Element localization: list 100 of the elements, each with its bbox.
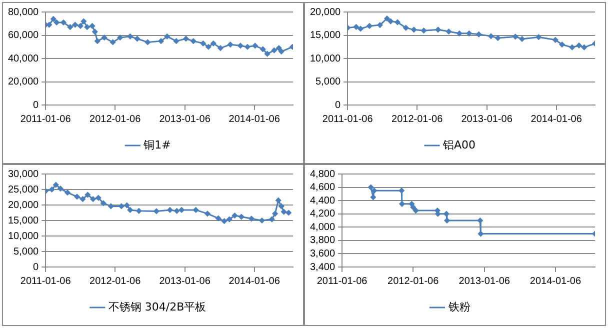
point: [228, 42, 234, 48]
point: [108, 203, 114, 209]
y-tick-label: 0: [33, 100, 40, 111]
point: [495, 35, 501, 41]
point: [366, 23, 372, 29]
y-tick-label: 0: [33, 262, 40, 273]
point: [569, 44, 575, 50]
x-tick-label: 2013-01-06: [159, 276, 211, 287]
y-tick-label: 15,000: [310, 30, 342, 41]
point: [60, 20, 66, 26]
point: [276, 45, 282, 51]
point: [581, 44, 587, 50]
y-tick-label: 10,000: [310, 53, 342, 64]
point: [134, 36, 140, 42]
y-tick-label: 0: [335, 100, 342, 111]
point: [58, 186, 64, 192]
legend-label: 铜1#: [142, 138, 171, 152]
point: [519, 36, 525, 42]
point: [190, 38, 196, 44]
point: [488, 33, 494, 39]
point: [435, 26, 441, 32]
point: [411, 26, 417, 32]
point: [226, 216, 232, 222]
point: [536, 34, 542, 40]
x-tick-label: 2012-01-06: [392, 114, 444, 125]
point: [80, 196, 86, 202]
x-tick-label: 2011-01-06: [20, 276, 72, 287]
point: [238, 214, 244, 220]
point: [444, 218, 450, 224]
point: [276, 198, 282, 204]
point: [49, 186, 55, 192]
y-tick-label: 10,000: [8, 230, 40, 242]
x-tick-label: 2013-01-06: [458, 276, 510, 287]
point: [74, 194, 80, 200]
x-tick-label: 2013-01-06: [461, 114, 513, 125]
point: [477, 218, 483, 224]
point: [278, 203, 284, 209]
point: [370, 194, 376, 200]
point: [178, 207, 184, 213]
point: [559, 42, 565, 48]
point: [80, 18, 86, 24]
point: [399, 201, 405, 207]
point: [183, 36, 189, 42]
y-tick-label: 60,000: [8, 30, 40, 41]
x-tick-label: 2012-01-06: [90, 114, 142, 125]
legend-label: 不锈钢 304/2B平板: [108, 300, 206, 314]
point: [53, 182, 59, 188]
point: [84, 192, 90, 198]
point: [394, 19, 400, 25]
point: [102, 34, 107, 40]
point: [368, 184, 374, 190]
point: [117, 34, 123, 40]
point: [398, 188, 404, 194]
y-tick-label: 3,600: [310, 248, 336, 260]
x-tick-label: 2011-01-06: [20, 114, 72, 125]
point: [64, 190, 70, 196]
x-tick-label: 2012-01-06: [90, 276, 142, 287]
y-tick-label: 5,000: [14, 246, 40, 258]
point: [216, 216, 222, 222]
point: [278, 48, 284, 54]
point: [173, 38, 179, 44]
y-tick-label: 20,000: [8, 76, 40, 88]
y-tick-label: 3,800: [310, 235, 336, 246]
y-tick-label: 80,000: [8, 6, 40, 18]
point: [388, 18, 394, 24]
x-tick-label: 2013-01-06: [159, 114, 211, 125]
y-tick-label: 4,000: [310, 222, 336, 233]
point: [193, 207, 199, 213]
y-tick-label: 40,000: [8, 53, 40, 64]
point: [408, 201, 414, 207]
point: [269, 216, 275, 222]
y-tick-label: 4,200: [310, 208, 336, 220]
x-tick-label: 2014-01-06: [530, 114, 582, 125]
x-tick-label: 2014-01-06: [228, 114, 280, 125]
point: [384, 16, 390, 22]
y-tick-label: 4,800: [310, 168, 336, 180]
point: [90, 23, 95, 29]
point: [552, 37, 558, 43]
point: [218, 45, 224, 51]
point: [100, 200, 106, 206]
y-tick-label: 4,400: [310, 195, 336, 206]
point: [576, 42, 582, 48]
point: [164, 34, 170, 40]
point: [248, 216, 254, 222]
y-tick-label: 5,000: [316, 76, 342, 88]
y-tick-label: 20,000: [8, 200, 40, 211]
point: [54, 20, 60, 26]
point: [50, 16, 56, 22]
point: [204, 210, 210, 216]
point: [174, 208, 180, 214]
point: [377, 22, 383, 28]
point: [478, 231, 484, 237]
point: [466, 30, 472, 36]
y-tick-label: 25,000: [8, 184, 40, 196]
point: [271, 48, 277, 54]
point: [353, 24, 359, 30]
point: [118, 203, 124, 209]
point: [154, 208, 160, 214]
x-tick-label: 2014-01-06: [530, 276, 582, 287]
point: [358, 26, 364, 32]
